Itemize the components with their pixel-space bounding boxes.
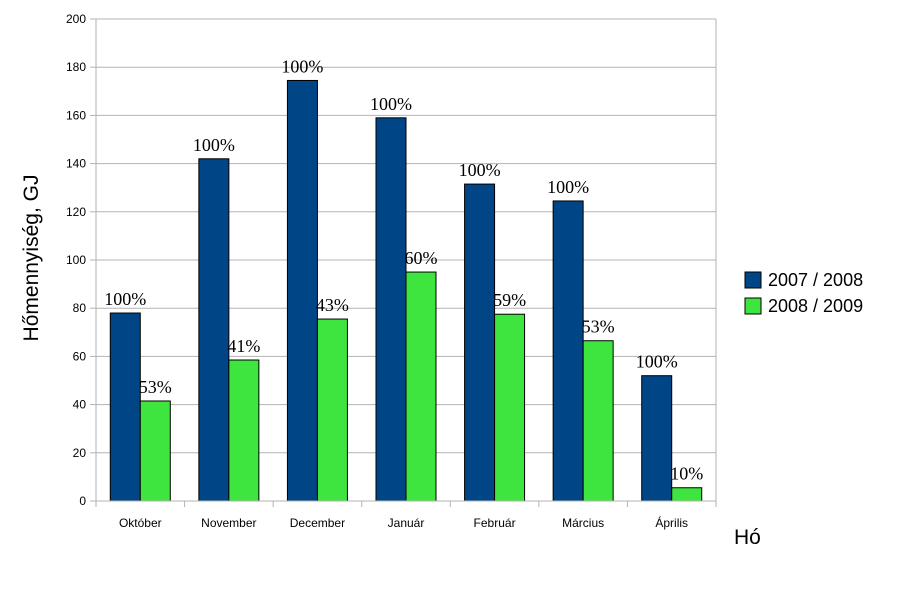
data-label: 100% — [636, 352, 678, 372]
bar-series-2 — [405, 271, 437, 502]
y-axis-title: Hőmennyiség, GJ — [20, 175, 43, 342]
bar-series-2 — [139, 400, 171, 502]
y-tick-label: 0 — [79, 494, 86, 508]
axes: 0 20 40 60 80 100 120 140 160 180 200 Október Novemb… — [66, 12, 717, 530]
y-tick-label: 120 — [66, 205, 86, 219]
data-label: 10% — [670, 464, 703, 484]
x-tick-label: November — [201, 516, 256, 530]
x-axis-title: Hó — [734, 526, 761, 549]
bar-series-2 — [671, 487, 703, 502]
bar-series-1 — [464, 183, 496, 502]
data-label: 100% — [281, 56, 323, 76]
legend-swatch — [744, 271, 762, 289]
data-label: 59% — [493, 290, 526, 310]
bar-series-1 — [375, 117, 407, 502]
data-label: 41% — [227, 336, 260, 356]
legend: 2007 / 2008 2008 / 2009 — [744, 270, 863, 316]
x-tick-label: December — [290, 516, 345, 530]
data-label: 53% — [582, 317, 615, 337]
legend-label: 2007 / 2008 — [768, 270, 863, 290]
bar-series-1 — [198, 158, 230, 502]
y-tick-label: 100 — [66, 253, 86, 267]
bar-series-1 — [109, 312, 141, 502]
x-tick-label: Február — [474, 516, 516, 530]
data-labels: 100% 53% 100% 41% 100% 43% 100% 60% 100% 59% 100% 5… — [104, 56, 703, 483]
y-tick-label: 140 — [66, 157, 86, 171]
bar-series-1 — [552, 200, 584, 502]
bars — [109, 79, 703, 502]
data-label: 100% — [459, 160, 501, 180]
legend-label: 2008 / 2009 — [768, 296, 863, 316]
data-label: 100% — [370, 94, 412, 114]
data-label: 60% — [405, 248, 438, 268]
x-tick-label: Március — [562, 516, 604, 530]
y-tick-label: 180 — [66, 60, 86, 74]
data-label: 43% — [316, 295, 349, 315]
y-tick-label: 20 — [73, 446, 87, 460]
data-label: 53% — [139, 377, 172, 397]
bar-series-2 — [582, 340, 614, 502]
y-tick-label: 80 — [73, 301, 87, 315]
x-tick-label: Január — [388, 516, 425, 530]
x-tick-label: Október — [119, 516, 162, 530]
x-tick-label: Április — [655, 515, 688, 530]
data-label: 100% — [104, 289, 146, 309]
y-tick-label: 60 — [73, 349, 87, 363]
bar-series-2 — [228, 359, 260, 502]
bar-series-2 — [494, 313, 526, 502]
y-tick-label: 40 — [73, 398, 87, 412]
data-label: 100% — [193, 135, 235, 155]
y-tick-label: 160 — [66, 108, 86, 122]
bar-series-2 — [316, 318, 348, 502]
data-label: 100% — [547, 177, 589, 197]
legend-swatch — [744, 297, 762, 315]
y-tick-label: 200 — [66, 12, 86, 26]
bar-series-1 — [286, 79, 318, 502]
bar-series-1 — [641, 375, 673, 502]
